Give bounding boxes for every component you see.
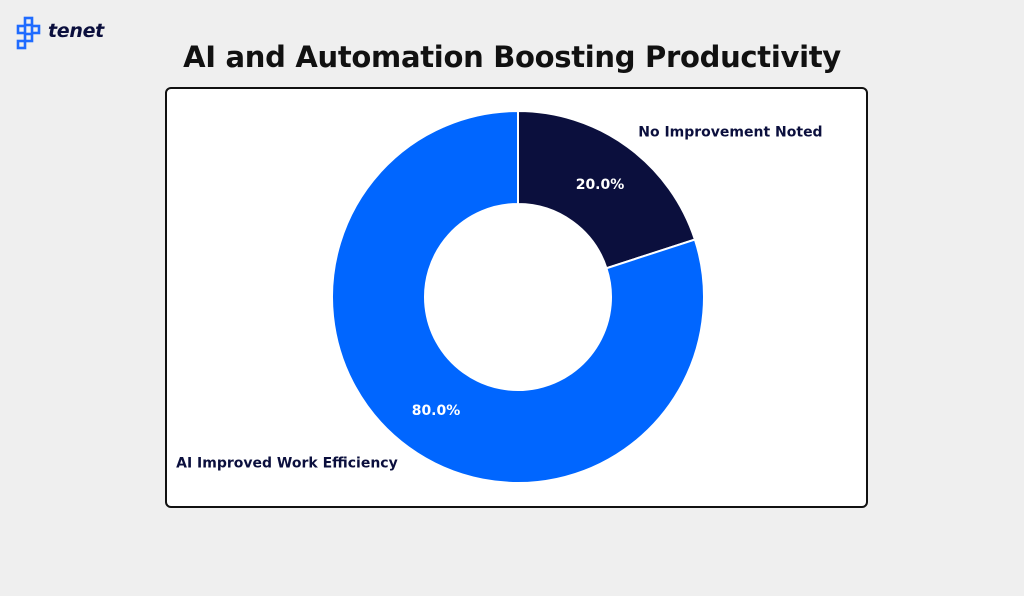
chart-title: AI and Automation Boosting Productivity xyxy=(183,40,841,74)
slice-category-label-2: AI Improved Work Efficiency xyxy=(176,456,398,472)
donut-slice-2 xyxy=(331,109,705,484)
donut-chart: 20.0% No Improvement Noted 80.0% AI Improve… xyxy=(176,109,823,484)
brand-name: tenet xyxy=(48,20,104,42)
brand-logo: tenet xyxy=(16,16,104,50)
donut-slice-1 xyxy=(517,109,697,270)
slice-percent-label-1: 20.0% xyxy=(576,177,625,193)
slice-category-label-1: No Improvement Noted xyxy=(638,124,822,140)
chart-card: 20.0% No Improvement Noted 80.0% AI Improve… xyxy=(165,87,868,508)
slice-percent-label-2: 80.0% xyxy=(412,403,461,419)
tenet-logo-icon xyxy=(16,16,41,50)
